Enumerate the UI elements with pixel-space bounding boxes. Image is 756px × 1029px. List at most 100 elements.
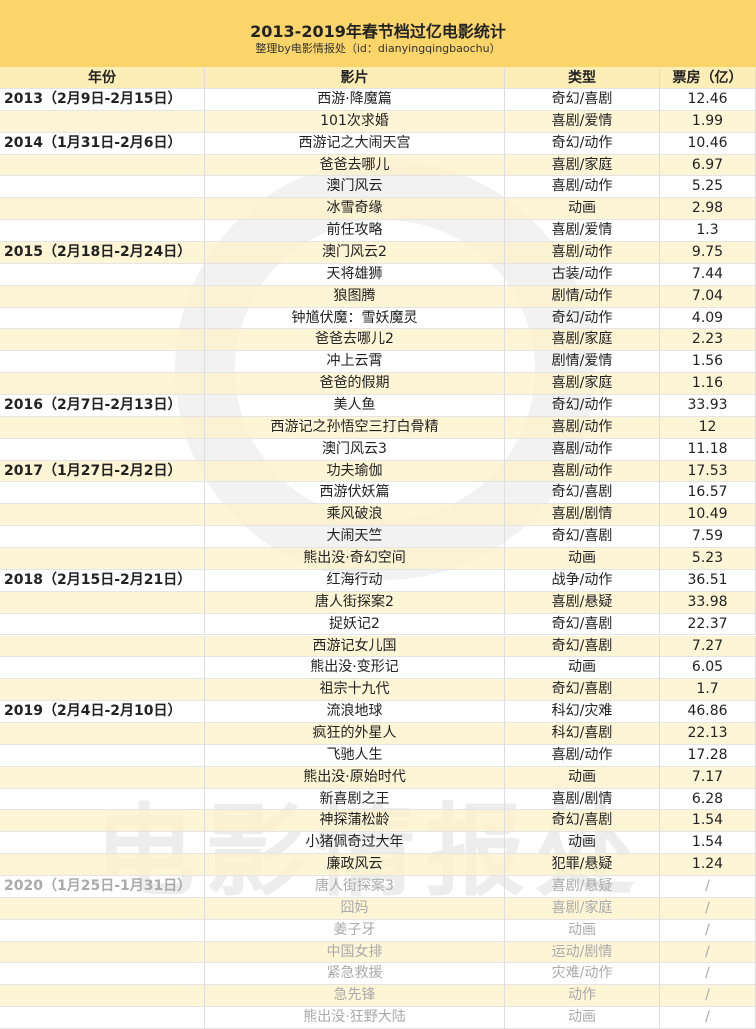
genre-cell: 喜剧/动作 xyxy=(505,460,660,483)
film-cell: 钟馗伏魔：雪妖魔灵 xyxy=(205,307,505,330)
year-cell xyxy=(0,548,205,570)
box-office-cell: / xyxy=(660,1007,756,1029)
box-office-cell: 33.93 xyxy=(660,395,756,417)
box-office-cell: 9.75 xyxy=(660,242,756,264)
box-office-cell: 1.99 xyxy=(660,110,756,133)
genre-cell: 动画 xyxy=(505,766,660,789)
genre-cell: 喜剧/爱情 xyxy=(505,110,660,133)
genre-cell: 喜剧/家庭 xyxy=(505,154,660,177)
year-cell: 2016（2月7日-2月13日） xyxy=(0,395,205,417)
film-cell: 功夫瑜伽 xyxy=(205,460,505,483)
genre-cell: 奇幻/喜剧 xyxy=(505,810,660,833)
year-cell xyxy=(0,351,205,374)
year-cell xyxy=(0,591,205,614)
box-office-cell: 7.27 xyxy=(660,635,756,658)
film-cell: 熊出没·狂野大陆 xyxy=(205,1007,505,1029)
genre-cell: 喜剧/剧情 xyxy=(505,788,660,811)
genre-cell: 喜剧/动作 xyxy=(505,438,660,461)
year-cell xyxy=(0,1007,205,1029)
year-cell xyxy=(0,613,205,636)
year-cell xyxy=(0,941,205,964)
film-cell: 唐人街探案3 xyxy=(205,875,505,898)
genre-cell: 动画 xyxy=(505,198,660,221)
genre-cell: 喜剧/悬疑 xyxy=(505,875,660,898)
box-office-cell: 36.51 xyxy=(660,569,756,592)
film-cell: 廉政风云 xyxy=(205,854,505,876)
genre-cell: 奇幻/动作 xyxy=(505,307,660,330)
film-cell: 急先锋 xyxy=(205,985,505,1008)
box-office-cell: 1.56 xyxy=(660,351,756,374)
year-cell: 2020（1月25日-1月31日） xyxy=(0,875,205,898)
genre-cell: 动画 xyxy=(505,832,660,855)
year-cell xyxy=(0,766,205,789)
film-cell: 冲上云霄 xyxy=(205,351,505,374)
box-office-cell: 17.53 xyxy=(660,460,756,483)
genre-cell: 奇幻/动作 xyxy=(505,395,660,417)
genre-cell: 奇幻/喜剧 xyxy=(505,526,660,549)
box-office-cell: 1.7 xyxy=(660,679,756,702)
film-cell: 囧妈 xyxy=(205,897,505,920)
box-office-cell: 5.23 xyxy=(660,548,756,570)
film-cell: 熊出没·奇幻空间 xyxy=(205,548,505,570)
genre-cell: 科幻/灾难 xyxy=(505,701,660,723)
box-office-cell: 2.98 xyxy=(660,198,756,221)
film-cell: 祖宗十九代 xyxy=(205,679,505,702)
genre-cell: 科幻/喜剧 xyxy=(505,722,660,745)
box-office-cell: 22.37 xyxy=(660,613,756,636)
header: 2013-2019年春节档过亿电影统计 整理by电影情报处（id：dianyin… xyxy=(0,0,756,67)
genre-cell: 奇幻/喜剧 xyxy=(505,635,660,658)
film-cell: 中国女排 xyxy=(205,941,505,964)
genre-cell: 奇幻/喜剧 xyxy=(505,613,660,636)
genre-cell: 喜剧/爱情 xyxy=(505,220,660,243)
year-cell xyxy=(0,176,205,199)
year-cell xyxy=(0,985,205,1008)
film-cell: 流浪地球 xyxy=(205,701,505,723)
box-office-cell: 2.23 xyxy=(660,329,756,352)
box-office-cell: 7.59 xyxy=(660,526,756,549)
film-cell: 神探蒲松龄 xyxy=(205,810,505,833)
genre-cell: 奇幻/喜剧 xyxy=(505,482,660,505)
genre-cell: 剧情/动作 xyxy=(505,285,660,308)
box-office-cell: 1.54 xyxy=(660,810,756,833)
film-cell: 西游·降魔篇 xyxy=(205,89,505,111)
box-office-cell: 1.16 xyxy=(660,373,756,396)
film-cell: 爸爸去哪儿 xyxy=(205,154,505,177)
column-header: 影片 xyxy=(205,67,505,89)
box-office-cell: 5.25 xyxy=(660,176,756,199)
year-cell xyxy=(0,897,205,920)
year-cell xyxy=(0,526,205,549)
genre-cell: 喜剧/家庭 xyxy=(505,329,660,352)
genre-cell: 战争/动作 xyxy=(505,569,660,592)
box-office-cell: 7.04 xyxy=(660,285,756,308)
genre-cell: 喜剧/家庭 xyxy=(505,897,660,920)
film-cell: 爸爸的假期 xyxy=(205,373,505,396)
film-cell: 美人鱼 xyxy=(205,395,505,417)
genre-cell: 喜剧/动作 xyxy=(505,416,660,439)
year-cell: 2019（2月4日-2月10日） xyxy=(0,701,205,723)
year-cell xyxy=(0,198,205,221)
year-cell xyxy=(0,504,205,527)
year-cell xyxy=(0,854,205,876)
box-office-cell: 1.54 xyxy=(660,832,756,855)
box-office-cell: 10.46 xyxy=(660,132,756,155)
year-cell xyxy=(0,788,205,811)
box-office-cell: / xyxy=(660,875,756,898)
year-cell xyxy=(0,832,205,855)
year-cell xyxy=(0,679,205,702)
box-office-cell: 11.18 xyxy=(660,438,756,461)
film-cell: 101次求婚 xyxy=(205,110,505,133)
film-cell: 熊出没·原始时代 xyxy=(205,766,505,789)
box-office-cell: 33.98 xyxy=(660,591,756,614)
year-cell xyxy=(0,744,205,767)
box-office-cell: / xyxy=(660,897,756,920)
film-cell: 新喜剧之王 xyxy=(205,788,505,811)
box-office-cell: 7.44 xyxy=(660,263,756,286)
box-office-cell: / xyxy=(660,919,756,942)
box-office-cell: 1.3 xyxy=(660,220,756,243)
genre-cell: 动画 xyxy=(505,548,660,570)
film-cell: 澳门风云2 xyxy=(205,242,505,264)
box-office-cell: / xyxy=(660,985,756,1008)
year-cell xyxy=(0,307,205,330)
year-cell xyxy=(0,285,205,308)
